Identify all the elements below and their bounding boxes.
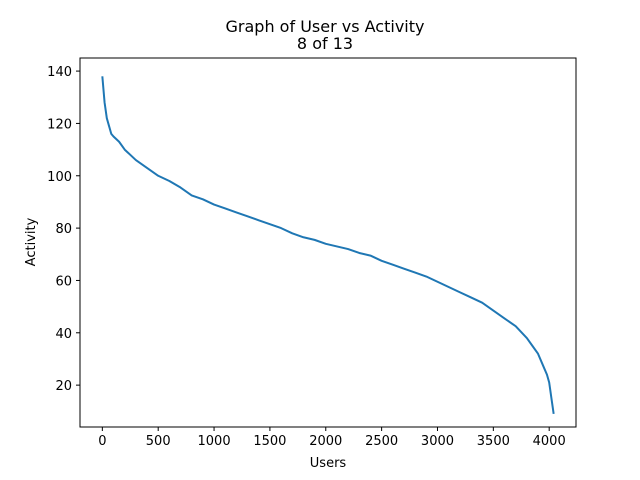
x-tick-label: 3500 — [477, 434, 510, 449]
y-tick-label: 140 — [47, 65, 72, 80]
x-tick-label: 3000 — [421, 434, 454, 449]
plot-area — [79, 57, 577, 428]
y-tick-label: 120 — [47, 117, 72, 132]
chart-subtitle: 8 of 13 — [297, 34, 353, 53]
x-axis-label: Users — [310, 456, 347, 471]
chart-title: Graph of User vs Activity — [226, 17, 425, 36]
x-tick-label: 0 — [98, 434, 106, 449]
y-tick-label: 100 — [47, 170, 72, 185]
y-tick-label: 60 — [55, 274, 72, 289]
y-axis: 20 40 60 80 100 120 140 — [47, 65, 80, 394]
x-axis: 0 500 1000 1500 2000 2500 3000 3500 4000 — [98, 427, 566, 449]
y-tick-label: 40 — [55, 327, 72, 342]
x-tick-label: 2000 — [309, 434, 342, 449]
plot-frame — [79, 57, 577, 428]
x-tick-label: 500 — [146, 434, 171, 449]
x-tick-label: 1500 — [253, 434, 286, 449]
series-layer — [101, 76, 555, 415]
series-line — [101, 76, 555, 415]
x-tick-label: 2500 — [365, 434, 398, 449]
x-tick-label: 1000 — [198, 434, 231, 449]
y-tick-label: 20 — [55, 379, 72, 394]
y-tick-label: 80 — [55, 222, 72, 237]
y-axis-label: Activity — [24, 217, 39, 266]
x-tick-label: 4000 — [533, 434, 566, 449]
